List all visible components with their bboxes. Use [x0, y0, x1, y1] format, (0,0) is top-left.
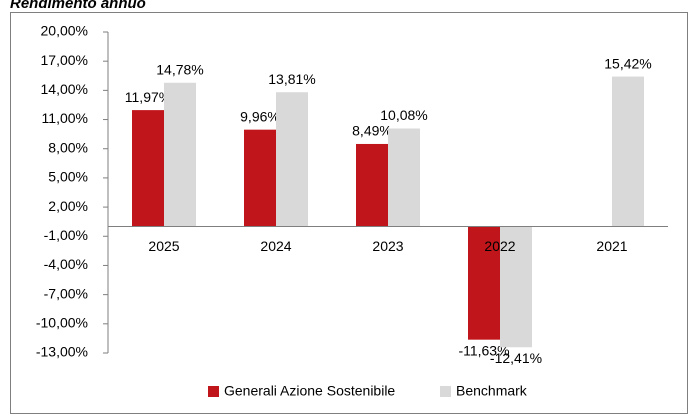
y-tick-label: 8,00% — [48, 139, 88, 155]
bar — [276, 92, 308, 227]
x-tick-label: 2021 — [596, 238, 627, 254]
x-tick-label: 2022 — [484, 238, 515, 254]
bar — [612, 76, 644, 227]
bar — [388, 128, 420, 227]
legend-label: Benchmark — [456, 383, 528, 399]
y-tick-label: -1,00% — [44, 227, 88, 243]
bar — [500, 226, 532, 348]
data-label: 10,08% — [380, 107, 427, 123]
chart-border — [10, 12, 688, 414]
chart-title: Rendimento annuo — [10, 0, 146, 12]
y-tick-label: 17,00% — [41, 52, 88, 68]
bar — [356, 143, 388, 227]
data-label: 9,96% — [240, 108, 280, 124]
legend-swatch — [208, 386, 219, 397]
y-tick-label: -4,00% — [44, 256, 88, 272]
y-tick-label: 11,00% — [42, 110, 88, 126]
bar — [244, 129, 276, 227]
legend-label: Generali Azione Sostenibile — [224, 383, 395, 399]
y-tick-label: 2,00% — [48, 198, 88, 214]
data-label: -11,63% — [458, 342, 509, 358]
bar — [468, 226, 500, 340]
data-label: 13,81% — [268, 71, 315, 87]
legend-swatch — [440, 386, 451, 397]
bar — [164, 82, 196, 227]
bar — [132, 110, 164, 227]
y-tick-label: -13,00% — [36, 344, 88, 360]
data-label: 8,49% — [352, 123, 392, 139]
y-tick-label: 5,00% — [48, 169, 88, 185]
data-label: 14,78% — [156, 61, 203, 77]
x-tick-label: 2024 — [260, 238, 291, 254]
y-tick-label: 20,00% — [41, 23, 88, 39]
y-tick-label: -10,00% — [36, 315, 88, 331]
x-tick-label: 2025 — [148, 238, 179, 254]
x-tick-label: 2023 — [372, 238, 403, 254]
data-label: 15,42% — [604, 55, 651, 71]
y-tick-label: -7,00% — [44, 285, 88, 301]
y-tick-label: 14,00% — [41, 81, 88, 97]
data-label: 11,97% — [125, 89, 171, 105]
data-label: -12,41% — [490, 350, 542, 366]
